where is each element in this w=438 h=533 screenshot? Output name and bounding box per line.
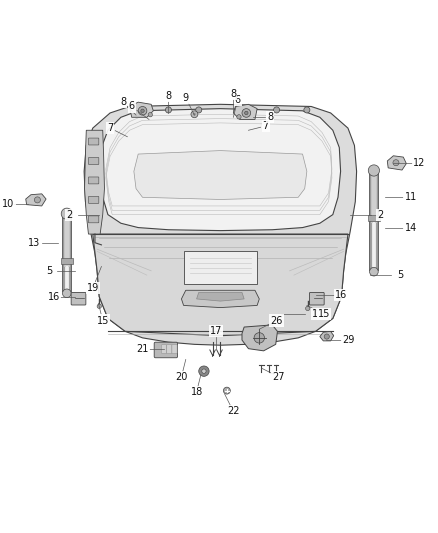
Circle shape <box>35 197 40 203</box>
Circle shape <box>274 107 279 113</box>
Polygon shape <box>93 234 348 336</box>
Circle shape <box>141 109 144 112</box>
Circle shape <box>193 113 196 116</box>
Text: 22: 22 <box>227 406 240 416</box>
Text: 15: 15 <box>318 309 330 319</box>
Polygon shape <box>181 290 259 308</box>
Text: 15: 15 <box>96 316 109 326</box>
Text: 8: 8 <box>120 97 126 107</box>
FancyBboxPatch shape <box>71 293 86 305</box>
Polygon shape <box>100 109 341 231</box>
Text: 6: 6 <box>129 101 135 111</box>
FancyBboxPatch shape <box>61 258 73 264</box>
Polygon shape <box>184 252 257 284</box>
FancyBboxPatch shape <box>368 215 380 221</box>
Circle shape <box>370 268 378 276</box>
Circle shape <box>242 109 251 117</box>
Polygon shape <box>130 102 153 117</box>
Circle shape <box>199 366 209 376</box>
Text: 6: 6 <box>235 95 241 105</box>
FancyBboxPatch shape <box>88 197 99 204</box>
Circle shape <box>196 107 202 113</box>
Text: 8: 8 <box>267 112 273 122</box>
Circle shape <box>61 208 72 220</box>
Circle shape <box>393 160 399 166</box>
Polygon shape <box>134 151 307 199</box>
Circle shape <box>306 306 310 311</box>
Circle shape <box>166 107 172 113</box>
Text: 16: 16 <box>48 292 60 302</box>
Text: 26: 26 <box>270 316 283 326</box>
Text: 8: 8 <box>230 88 237 99</box>
Text: 13: 13 <box>28 238 41 248</box>
FancyBboxPatch shape <box>88 158 99 165</box>
FancyBboxPatch shape <box>154 342 177 358</box>
Text: 5: 5 <box>397 270 403 280</box>
Text: 19: 19 <box>87 283 99 293</box>
Circle shape <box>237 115 241 119</box>
Text: 21: 21 <box>136 344 149 354</box>
Circle shape <box>131 107 137 113</box>
Circle shape <box>254 333 265 343</box>
Circle shape <box>138 107 147 115</box>
Text: 8: 8 <box>166 91 172 101</box>
Polygon shape <box>197 293 244 301</box>
Circle shape <box>97 304 102 309</box>
Text: 11: 11 <box>405 192 417 203</box>
FancyBboxPatch shape <box>310 293 324 305</box>
FancyBboxPatch shape <box>88 216 99 223</box>
Text: 5: 5 <box>46 266 53 276</box>
Circle shape <box>368 165 379 176</box>
FancyBboxPatch shape <box>167 345 172 353</box>
Polygon shape <box>387 156 406 170</box>
Text: 14: 14 <box>405 223 417 232</box>
FancyBboxPatch shape <box>162 345 167 353</box>
Circle shape <box>63 289 71 297</box>
Text: 7: 7 <box>263 121 269 131</box>
Circle shape <box>202 369 206 373</box>
Circle shape <box>191 111 198 118</box>
Text: 20: 20 <box>175 372 187 382</box>
Text: 2: 2 <box>377 209 384 220</box>
Text: 2: 2 <box>66 209 72 220</box>
Circle shape <box>324 334 329 339</box>
Circle shape <box>223 387 230 394</box>
Circle shape <box>243 107 249 113</box>
Text: 17: 17 <box>210 326 222 336</box>
Polygon shape <box>26 194 46 206</box>
Text: 18: 18 <box>191 387 203 397</box>
Circle shape <box>244 111 248 115</box>
Text: 9: 9 <box>183 93 189 103</box>
FancyBboxPatch shape <box>88 177 99 184</box>
FancyBboxPatch shape <box>88 138 99 145</box>
Circle shape <box>304 107 310 113</box>
Polygon shape <box>320 332 334 341</box>
Text: 7: 7 <box>107 123 113 133</box>
Polygon shape <box>84 104 357 345</box>
Circle shape <box>148 112 152 117</box>
Polygon shape <box>242 325 277 351</box>
Text: 27: 27 <box>272 372 285 382</box>
Text: 10: 10 <box>2 199 14 209</box>
FancyBboxPatch shape <box>172 345 177 353</box>
Text: 16: 16 <box>336 289 348 300</box>
Text: 1: 1 <box>312 309 318 319</box>
Text: 29: 29 <box>342 335 354 345</box>
Polygon shape <box>233 104 257 119</box>
Text: 12: 12 <box>413 158 425 168</box>
Polygon shape <box>85 130 104 234</box>
